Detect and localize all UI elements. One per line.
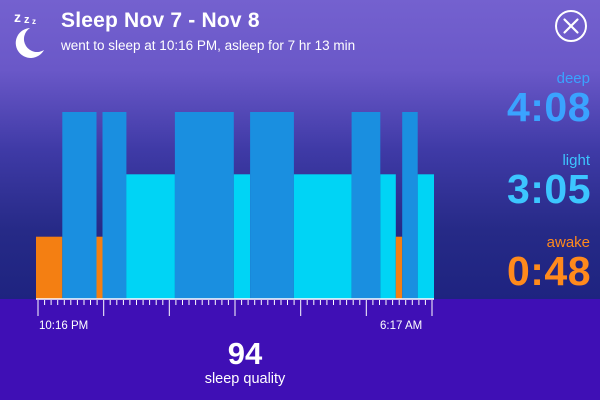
svg-text:z: z: [24, 14, 30, 26]
sleep-bars: [36, 112, 434, 299]
sleep-bar-deep: [351, 112, 381, 299]
sleep-stage-chart: [36, 112, 434, 316]
sleep-quality-label: sleep quality: [204, 371, 286, 387]
sleep-bar-light: [126, 174, 175, 299]
sleep-bar-deep: [174, 112, 234, 299]
sleep-bar-light: [233, 174, 251, 299]
svg-text:z: z: [32, 17, 36, 26]
sleep-bar-awake: [96, 236, 103, 299]
sleep-bar-awake: [395, 236, 403, 299]
sleep-bar-light: [380, 174, 396, 299]
sleep-bar-deep: [62, 112, 97, 299]
deep-duration: 4:08: [506, 84, 591, 130]
sleep-bar-deep: [402, 112, 418, 299]
sleep-bar-deep: [250, 112, 294, 299]
sleep-bar-light: [293, 174, 352, 299]
svg-text:z: z: [14, 9, 21, 25]
timeline-ticks: [37, 300, 433, 316]
sleep-quality-score: 94: [227, 336, 263, 371]
page-title: Sleep Nov 7 - Nov 8: [61, 9, 260, 32]
sleep-bar-light: [417, 174, 434, 299]
close-circle-icon[interactable]: [554, 9, 588, 43]
timeline-start-label: 10:16 PM: [39, 320, 89, 332]
awake-duration: 0:48: [506, 248, 591, 294]
light-label: light: [562, 152, 590, 169]
timeline-end-label: 6:17 AM: [380, 320, 423, 332]
sleep-moon-zzz-icon: z z z: [14, 9, 44, 58]
footer-band: [0, 299, 600, 400]
sleep-summary: went to sleep at 10:16 PM, asleep for 7 …: [61, 38, 356, 53]
awake-label: awake: [546, 234, 590, 251]
sleep-bar-deep: [102, 112, 127, 299]
light-duration: 3:05: [506, 166, 591, 212]
deep-label: deep: [556, 70, 590, 87]
sleep-bar-awake: [36, 236, 63, 299]
